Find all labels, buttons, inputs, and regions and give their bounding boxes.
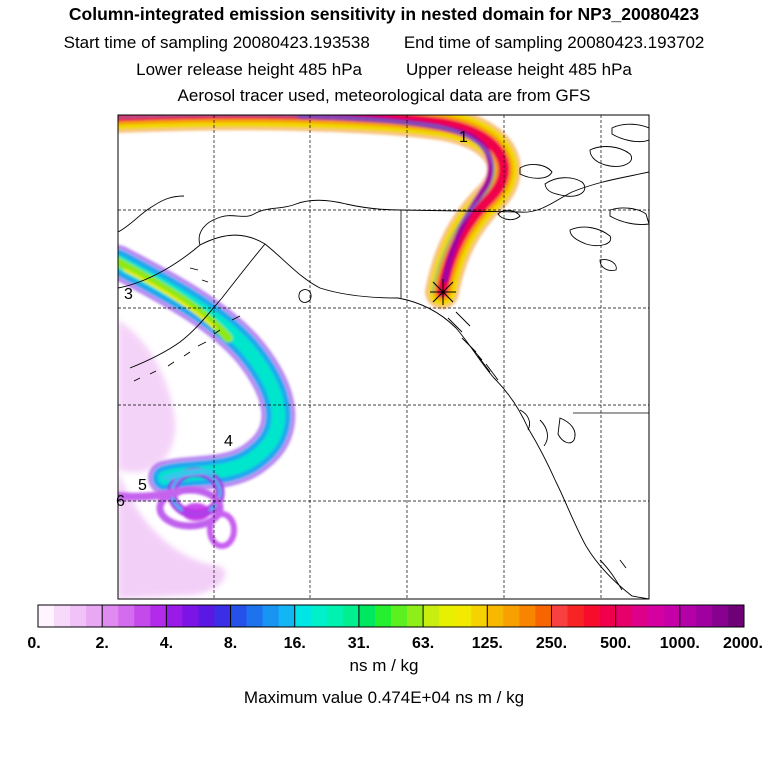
colorbar-swatch <box>519 605 536 627</box>
colorbar-swatch <box>118 605 135 627</box>
colorbar-swatch <box>358 605 376 627</box>
colorbar-swatch <box>391 605 408 627</box>
west-plume <box>118 245 296 495</box>
colorbar-tick-label: 8. <box>224 635 237 652</box>
colorbar-swatch <box>503 605 520 627</box>
map-background <box>118 115 649 599</box>
colorbar-tick-label: 31. <box>348 635 370 652</box>
colorbar-swatch <box>166 605 183 627</box>
colorbar-swatch <box>326 605 344 627</box>
lower-release-label: Lower release height 485 hPa <box>136 60 362 79</box>
colorbar-swatch <box>310 605 328 627</box>
colorbar-swatch <box>54 605 71 627</box>
colorbar-tick-label: 4. <box>160 635 173 652</box>
coastlines <box>118 123 649 599</box>
release-point-icon <box>430 279 456 305</box>
plume-haze <box>118 320 176 473</box>
graticule <box>118 115 649 599</box>
colorbar-swatch <box>535 605 552 627</box>
colorbar-tick-label: 2. <box>96 635 109 652</box>
colorbar-swatch <box>198 605 215 627</box>
colorbar-tick-label: 125. <box>472 635 503 652</box>
max-value-label: Maximum value 0.474E+04 ns m / kg <box>243 688 525 707</box>
colorbar-tick-label: 63. <box>412 635 434 652</box>
upper-release-label: Upper release height 485 hPa <box>406 60 632 79</box>
colorbar-swatch <box>214 605 231 627</box>
colorbar-swatch <box>86 605 103 627</box>
colorbar-frame <box>37 604 745 628</box>
colorbar-swatch <box>374 605 392 627</box>
colorbar-tick-label: 2000. <box>723 635 763 652</box>
colorbar-swatch <box>294 605 312 627</box>
colorbar-tick-label: 16. <box>284 635 306 652</box>
colorbar-swatch <box>262 605 279 627</box>
plume-layer <box>118 115 521 599</box>
colorbar-swatch <box>182 605 199 627</box>
colorbar-swatch <box>150 605 167 627</box>
colorbar: 0. 2. 4. 8. 16. 31. 63. 125. 250. 500. 1000. 2000. <box>27 604 763 652</box>
colorbar-swatch <box>567 605 584 627</box>
colorbar-swatch <box>487 605 504 627</box>
colorbar-swatch <box>471 605 488 627</box>
release-heights: Lower release height 485 hPa Upper releas… <box>0 60 768 80</box>
colorbar-swatch <box>102 605 119 627</box>
colorbar-swatch <box>455 605 472 627</box>
colorbar-swatches <box>38 605 745 627</box>
marker-6: 6 <box>116 493 125 510</box>
colorbar-swatch <box>407 605 424 627</box>
colorbar-tick-label: 250. <box>536 635 567 652</box>
colorbar-swatch <box>246 605 263 627</box>
sensitivity-map: 1 3 4 5 6 <box>116 114 650 600</box>
colorbar-swatch <box>599 605 616 627</box>
marker-5: 5 <box>138 477 147 494</box>
colorbar-tick-label: 1000. <box>660 635 700 652</box>
colorbar-swatch <box>423 605 440 627</box>
plot-title: Column-integrated emission sensitivity i… <box>68 4 700 24</box>
colorbar-swatch <box>134 605 151 627</box>
marker-3: 3 <box>124 286 133 303</box>
tracer-label: Aerosol tracer used, meteorological data… <box>177 86 591 105</box>
colorbar-ticks: 0. 2. 4. 8. 16. 31. 63. 125. 250. 500. 1000. 2000. <box>27 605 763 652</box>
colorbar-swatch <box>342 605 360 627</box>
colorbar-swatch <box>663 605 681 627</box>
colorbar-tick-label: 0. <box>27 635 40 652</box>
colorbar-swatch <box>551 605 568 627</box>
start-time-label: Start time of sampling 20080423.193538 <box>63 33 370 52</box>
unit-label: ns m / kg <box>349 656 419 675</box>
colorbar-swatch <box>711 605 729 627</box>
colorbar-swatch <box>615 605 632 627</box>
plume-haze <box>118 470 226 599</box>
sampling-times: Start time of sampling 20080423.193538 En… <box>0 33 768 53</box>
colorbar-swatch <box>631 605 649 627</box>
map-frame <box>117 114 650 600</box>
colorbar-swatch <box>583 605 600 627</box>
colorbar-swatch <box>230 605 247 627</box>
colorbar-swatch <box>695 605 713 627</box>
colorbar-swatch <box>439 605 456 627</box>
colorbar-swatch <box>679 605 697 627</box>
colorbar-swatch <box>38 605 55 627</box>
end-time-label: End time of sampling 20080423.193702 <box>403 33 705 52</box>
colorbar-tick-label: 500. <box>600 635 631 652</box>
loop-plume <box>118 467 237 549</box>
marker-4: 4 <box>224 433 233 450</box>
colorbar-swatch <box>70 605 87 627</box>
colorbar-swatch <box>727 605 745 627</box>
marker-1: 1 <box>459 129 468 146</box>
colorbar-swatch <box>278 605 296 627</box>
north-plume <box>118 115 521 309</box>
colorbar-swatch <box>647 605 665 627</box>
